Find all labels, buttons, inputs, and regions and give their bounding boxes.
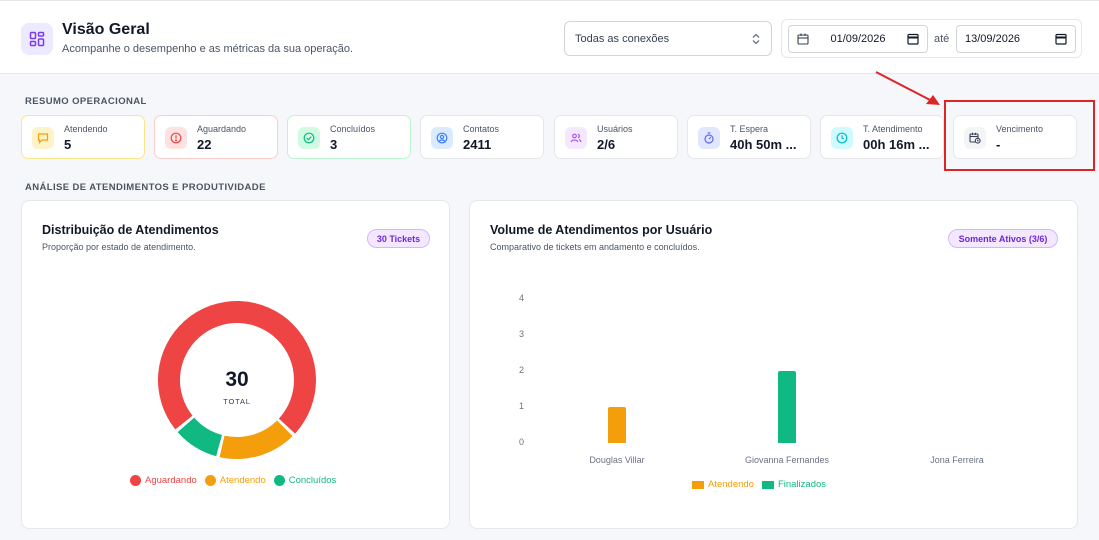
bar-legend: Atendendo Finalizados: [692, 479, 834, 490]
page-header: Visão Geral Acompanhe o desempenho e as …: [0, 0, 1099, 74]
bar-panel: Volume de Atendimentos por Usuário Compa…: [469, 200, 1078, 529]
card-value: 00h 16m ...: [863, 137, 930, 152]
card-usuarios[interactable]: Usuários 2/6: [554, 115, 678, 159]
legend-item[interactable]: Aguardando: [130, 475, 197, 486]
section-analysis-label: ANÁLISE DE ATENDIMENTOS E PRODUTIVIDADE: [25, 182, 266, 193]
section-summary-label: RESUMO OPERACIONAL: [25, 96, 147, 107]
chevron-updown-icon: [752, 33, 760, 44]
card-contatos[interactable]: Contatos 2411: [420, 115, 544, 159]
card-aguardando[interactable]: Aguardando 22: [154, 115, 278, 159]
chat-icon: [32, 127, 54, 149]
x-tick-label: Jona Ferreira: [930, 455, 984, 465]
card-label: Vencimento: [996, 124, 1044, 134]
y-tick-label: 2: [519, 365, 525, 375]
date-range: 01/09/2026 até 13/09/2026: [781, 19, 1082, 58]
calendar-picker-icon[interactable]: [1055, 33, 1067, 45]
donut-panel-title: Distribuição de Atendimentos: [42, 223, 219, 237]
contact-icon: [431, 127, 453, 149]
timer-icon: [698, 127, 720, 149]
legend-label: Atendendo: [708, 479, 754, 490]
legend-swatch: [130, 475, 141, 486]
tickets-badge: 30 Tickets: [367, 229, 430, 248]
active-users-badge: Somente Ativos (3/6): [948, 229, 1058, 248]
bar-chart: 0 1 2 3 4 Douglas Villar Giovanna Fernandes Jon…: [470, 201, 1079, 530]
legend-swatch: [761, 480, 774, 489]
dashboard-icon: [21, 23, 53, 55]
legend-label: Concluídos: [288, 475, 337, 486]
card-value: 3: [330, 137, 338, 152]
card-tempo-atendimento[interactable]: T. Atendimento 00h 16m ...: [820, 115, 944, 159]
calendar-icon: [797, 33, 809, 45]
page-title: Visão Geral: [62, 21, 150, 38]
card-value: 2/6: [597, 137, 616, 152]
date-to-input[interactable]: 13/09/2026: [956, 25, 1076, 53]
donut-total-value: 30: [225, 368, 249, 391]
donut-panel-subtitle: Proporção por estado de atendimento.: [42, 242, 196, 252]
bar-finalizados[interactable]: [778, 371, 796, 443]
bar-panel-title: Volume de Atendimentos por Usuário: [490, 223, 713, 237]
card-label: Concluídos: [330, 124, 376, 134]
date-from-value: 01/09/2026: [830, 33, 886, 45]
card-label: Contatos: [463, 124, 500, 134]
y-tick-label: 0: [519, 437, 525, 447]
calendar-clock-icon: [964, 127, 986, 149]
card-value: 2411: [463, 137, 492, 152]
card-label: T. Atendimento: [863, 124, 923, 134]
bar-atendendo[interactable]: [608, 407, 626, 443]
date-to-value: 13/09/2026: [965, 33, 1021, 45]
connection-select[interactable]: Todas as conexões: [564, 21, 772, 56]
alert-icon: [165, 127, 187, 149]
legend-item[interactable]: Concluídos: [273, 475, 337, 486]
date-from-input[interactable]: 01/09/2026: [788, 25, 928, 53]
card-label: T. Espera: [730, 124, 769, 134]
y-tick-label: 4: [519, 293, 525, 303]
legend-swatch: [204, 475, 216, 486]
card-label: Atendendo: [64, 124, 108, 134]
donut-legend: Aguardando Atendendo Concluídos: [130, 475, 344, 486]
card-label: Aguardando: [197, 124, 247, 134]
page-subtitle: Acompanhe o desempenho e as métricas da …: [62, 43, 354, 55]
donut-chart: [158, 301, 316, 459]
legend-swatch: [692, 480, 704, 489]
legend-label: Aguardando: [145, 475, 197, 486]
x-tick-label: Giovanna Fernandes: [744, 455, 830, 465]
connection-select-value: Todas as conexões: [575, 32, 670, 45]
y-tick-label: 1: [519, 401, 525, 411]
card-value: 5: [64, 137, 72, 152]
calendar-picker-icon[interactable]: [907, 33, 919, 45]
donut-slice-concluidos[interactable]: [177, 417, 222, 457]
donut-total-label: TOTAL: [223, 397, 251, 406]
legend-item[interactable]: Finalizados: [761, 479, 827, 490]
annotation-highlight-box: [944, 100, 1095, 171]
card-value: 22: [197, 137, 212, 152]
legend-item[interactable]: Atendendo: [204, 475, 266, 486]
annotation-arrow: [875, 71, 940, 105]
users-icon: [565, 127, 587, 149]
card-value: 40h 50m ...: [730, 137, 797, 152]
bar-panel-subtitle: Comparativo de tickets em andamento e co…: [490, 242, 700, 252]
card-value: -: [996, 137, 1001, 152]
date-to-label: até: [934, 33, 950, 45]
legend-label: Finalizados: [777, 479, 827, 490]
donut-slice-aguardando[interactable]: [158, 301, 316, 434]
card-label: Usuários: [597, 124, 633, 134]
y-tick-label: 3: [519, 329, 525, 339]
check-circle-icon: [298, 127, 320, 149]
legend-item[interactable]: Atendendo: [692, 479, 754, 490]
legend-swatch: [273, 475, 285, 486]
card-vencimento[interactable]: Vencimento -: [953, 115, 1077, 159]
legend-label: Atendendo: [219, 475, 266, 486]
card-atendendo[interactable]: Atendendo 5: [21, 115, 145, 159]
card-concluidos[interactable]: Concluídos 3: [287, 115, 411, 159]
donut-panel: Distribuição de Atendimentos Proporção p…: [21, 200, 450, 529]
clock-icon: [831, 127, 853, 149]
x-tick-label: Douglas Villar: [589, 455, 645, 465]
card-tempo-espera[interactable]: T. Espera 40h 50m ...: [687, 115, 811, 159]
donut-slice-atendendo[interactable]: [219, 420, 293, 459]
